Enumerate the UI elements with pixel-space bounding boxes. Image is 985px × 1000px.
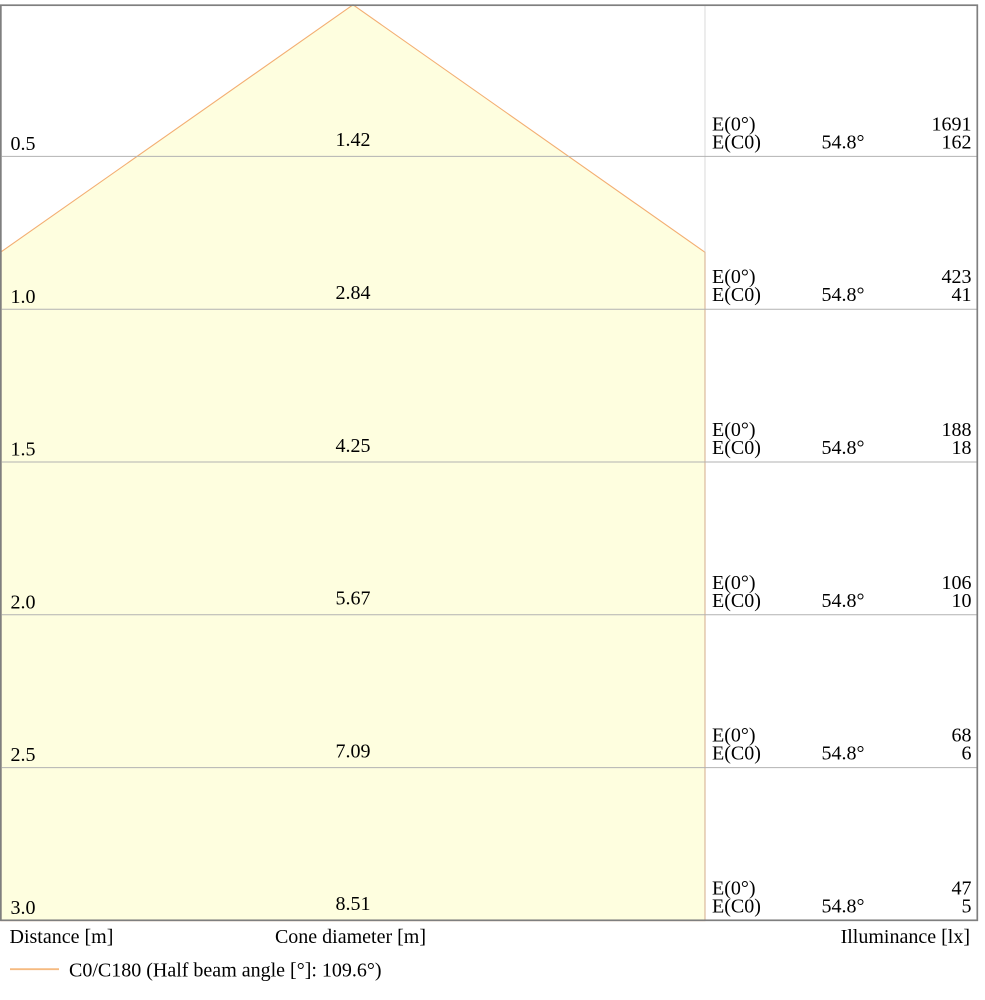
svg-text:54.8°: 54.8°: [822, 437, 865, 459]
svg-text:7.09: 7.09: [336, 740, 371, 762]
svg-text:E(C0): E(C0): [712, 743, 761, 765]
svg-text:2.84: 2.84: [336, 282, 371, 304]
svg-text:188: 188: [942, 419, 972, 441]
svg-text:423: 423: [942, 266, 972, 288]
svg-text:3.0: 3.0: [11, 897, 36, 919]
svg-text:18: 18: [952, 437, 972, 459]
svg-text:E(C0): E(C0): [712, 437, 761, 459]
svg-text:E(C0): E(C0): [712, 590, 761, 612]
svg-text:E(0°): E(0°): [712, 572, 756, 594]
svg-text:5.67: 5.67: [336, 588, 371, 610]
svg-text:1.42: 1.42: [336, 129, 371, 151]
svg-text:E(C0): E(C0): [712, 284, 761, 306]
svg-text:Cone diameter [m]: Cone diameter [m]: [275, 926, 426, 948]
svg-text:1691: 1691: [932, 113, 972, 135]
svg-text:54.8°: 54.8°: [822, 284, 865, 306]
svg-text:8.51: 8.51: [336, 893, 371, 915]
svg-text:4.25: 4.25: [336, 435, 371, 457]
svg-text:54.8°: 54.8°: [822, 131, 865, 153]
svg-text:47: 47: [952, 877, 972, 899]
svg-text:E(0°): E(0°): [712, 877, 756, 899]
svg-text:2.0: 2.0: [11, 591, 36, 613]
svg-text:10: 10: [952, 590, 972, 612]
svg-text:1.5: 1.5: [11, 439, 36, 461]
svg-text:Illuminance [lx]: Illuminance [lx]: [841, 926, 970, 948]
svg-text:1.0: 1.0: [11, 286, 36, 308]
svg-text:E(0°): E(0°): [712, 266, 756, 288]
svg-text:E(C0): E(C0): [712, 131, 761, 153]
svg-text:54.8°: 54.8°: [822, 590, 865, 612]
svg-text:41: 41: [952, 284, 972, 306]
svg-text:E(C0): E(C0): [712, 895, 761, 917]
svg-text:C0/C180 (Half beam angle [°]:: C0/C180 (Half beam angle [°]: 109.6°): [69, 959, 382, 981]
svg-text:68: 68: [952, 725, 972, 747]
svg-text:E(0°): E(0°): [712, 113, 756, 135]
svg-text:E(0°): E(0°): [712, 419, 756, 441]
svg-text:E(0°): E(0°): [712, 725, 756, 747]
svg-text:5: 5: [962, 895, 972, 917]
svg-text:106: 106: [942, 572, 972, 594]
svg-text:2.5: 2.5: [11, 744, 36, 766]
svg-text:Distance [m]: Distance [m]: [10, 926, 114, 948]
svg-text:162: 162: [942, 131, 972, 153]
svg-text:6: 6: [962, 743, 972, 765]
svg-text:54.8°: 54.8°: [822, 743, 865, 765]
svg-text:54.8°: 54.8°: [822, 895, 865, 917]
svg-text:0.5: 0.5: [11, 133, 36, 155]
